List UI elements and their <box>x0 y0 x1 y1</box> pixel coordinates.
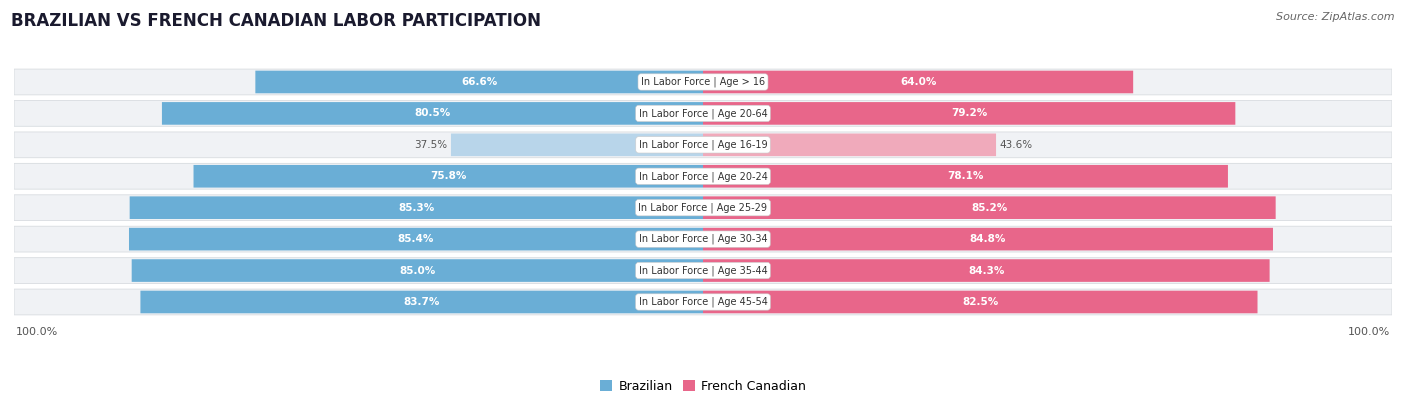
Text: 85.4%: 85.4% <box>398 234 434 244</box>
FancyBboxPatch shape <box>14 226 1392 252</box>
Text: 80.5%: 80.5% <box>415 108 450 118</box>
Text: 84.3%: 84.3% <box>969 265 1004 276</box>
Text: 85.0%: 85.0% <box>399 265 436 276</box>
Text: Source: ZipAtlas.com: Source: ZipAtlas.com <box>1277 12 1395 22</box>
FancyBboxPatch shape <box>703 196 1275 219</box>
FancyBboxPatch shape <box>703 134 995 156</box>
Text: In Labor Force | Age 30-34: In Labor Force | Age 30-34 <box>638 234 768 245</box>
FancyBboxPatch shape <box>703 291 1257 313</box>
Text: 82.5%: 82.5% <box>962 297 998 307</box>
FancyBboxPatch shape <box>129 228 703 250</box>
Text: 64.0%: 64.0% <box>900 77 936 87</box>
FancyBboxPatch shape <box>141 291 703 313</box>
Text: 79.2%: 79.2% <box>950 108 987 118</box>
Text: 43.6%: 43.6% <box>1000 140 1032 150</box>
FancyBboxPatch shape <box>14 69 1392 95</box>
FancyBboxPatch shape <box>194 165 703 188</box>
FancyBboxPatch shape <box>703 102 1236 125</box>
Text: 85.3%: 85.3% <box>398 203 434 213</box>
Text: In Labor Force | Age 20-24: In Labor Force | Age 20-24 <box>638 171 768 182</box>
FancyBboxPatch shape <box>703 259 1270 282</box>
FancyBboxPatch shape <box>703 71 1133 93</box>
FancyBboxPatch shape <box>703 165 1227 188</box>
FancyBboxPatch shape <box>162 102 703 125</box>
FancyBboxPatch shape <box>14 289 1392 315</box>
FancyBboxPatch shape <box>14 100 1392 126</box>
Text: 84.8%: 84.8% <box>970 234 1007 244</box>
Legend: Brazilian, French Canadian: Brazilian, French Canadian <box>595 375 811 395</box>
Text: In Labor Force | Age 20-64: In Labor Force | Age 20-64 <box>638 108 768 118</box>
Text: 83.7%: 83.7% <box>404 297 440 307</box>
FancyBboxPatch shape <box>703 228 1272 250</box>
Text: In Labor Force | Age 35-44: In Labor Force | Age 35-44 <box>638 265 768 276</box>
FancyBboxPatch shape <box>14 195 1392 220</box>
FancyBboxPatch shape <box>132 259 703 282</box>
FancyBboxPatch shape <box>451 134 703 156</box>
Text: 75.8%: 75.8% <box>430 171 467 181</box>
Text: In Labor Force | Age 25-29: In Labor Force | Age 25-29 <box>638 203 768 213</box>
FancyBboxPatch shape <box>129 196 703 219</box>
FancyBboxPatch shape <box>256 71 703 93</box>
Text: 100.0%: 100.0% <box>15 327 58 337</box>
FancyBboxPatch shape <box>14 258 1392 284</box>
Text: In Labor Force | Age > 16: In Labor Force | Age > 16 <box>641 77 765 87</box>
FancyBboxPatch shape <box>14 132 1392 158</box>
Text: 85.2%: 85.2% <box>972 203 1008 213</box>
Text: 37.5%: 37.5% <box>415 140 447 150</box>
Text: 78.1%: 78.1% <box>948 171 984 181</box>
Text: 66.6%: 66.6% <box>461 77 498 87</box>
Text: BRAZILIAN VS FRENCH CANADIAN LABOR PARTICIPATION: BRAZILIAN VS FRENCH CANADIAN LABOR PARTI… <box>11 12 541 30</box>
Text: 100.0%: 100.0% <box>1348 327 1391 337</box>
Text: In Labor Force | Age 45-54: In Labor Force | Age 45-54 <box>638 297 768 307</box>
Text: In Labor Force | Age 16-19: In Labor Force | Age 16-19 <box>638 139 768 150</box>
FancyBboxPatch shape <box>14 164 1392 189</box>
